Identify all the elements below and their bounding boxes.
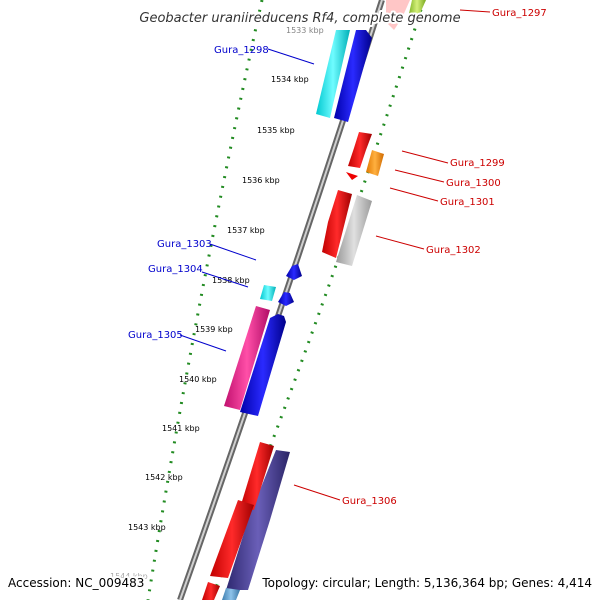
minus-strand-genes [202,0,426,600]
tick-label: 1540 kbp [179,375,217,384]
tick-label: 1534 kbp [271,75,309,84]
gene-gura-1298-blue[interactable] [334,30,372,122]
gene-gura-1304-blue[interactable] [278,292,294,306]
accession-text-halo: Accession: NC_009483 [8,576,144,590]
gene-label-gura-1306[interactable]: Gura_1306 [342,496,397,507]
leader-gura-1299 [401,150,449,164]
tick-label: 1542 kbp [145,473,183,482]
tick-label: 1539 kbp [195,325,233,334]
leader-gura-1298 [267,48,315,65]
gene-label-gura-1304[interactable]: Gura_1304 [148,264,203,275]
leader-gura-1301 [389,187,439,202]
tick-labels: 1533 kbp 1534 kbp 1535 kbp 1536 kbp 1537… [110,26,324,581]
tick-label: 1541 kbp [162,424,200,433]
map-title-halo: Geobacter uraniireducens Rf4, complete g… [139,11,460,26]
leader-gura-1300 [394,169,445,183]
gene-gura-1300[interactable] [366,150,384,176]
leader-gura-1304 [201,271,249,288]
leader-gura-1297 [459,9,491,13]
map-title: Geobacter uraniireducens Rf4, complete g… [139,11,460,26]
leader-gura-1303 [209,243,257,261]
gene-label-gura-1298[interactable]: Gura_1298 [214,45,269,56]
gene-gura-1306-purple[interactable] [226,450,290,590]
tick-label: 1538 kbp [212,276,250,285]
gene-label-gura-1297[interactable]: Gura_1297 [492,8,547,19]
gene-label-gura-1299[interactable]: Gura_1299 [450,158,505,169]
gene-labels: Gura_1297 Gura_1298 Gura_1299 Gura_1300 … [128,8,547,507]
gene-gura-1306[interactable] [240,442,274,510]
gene-label-gura-1305[interactable]: Gura_1305 [128,330,183,341]
gene-gura-1298-cyan[interactable] [316,30,350,118]
tick-label: 1544 kbp [110,572,148,581]
gene-label-gura-1300[interactable]: Gura_1300 [446,178,501,189]
gene-red-lower-2[interactable] [202,582,220,600]
genome-summary-text: Topology: circular; Length: 5,136,364 bp… [261,576,592,590]
gene-gura-1297[interactable] [386,0,410,30]
tick-label: 1537 kbp [227,226,265,235]
gene-label-gura-1302[interactable]: Gura_1302 [426,245,481,256]
tick-label: 1533 kbp [286,26,324,35]
genome-summary-text-halo: Topology: circular; Length: 5,136,364 bp… [261,576,592,590]
gene-gura-1301[interactable] [322,190,352,258]
gene-gura-1297b[interactable] [408,0,426,18]
leader-gura-1302 [375,235,425,250]
gene-gura-1305-blue[interactable] [240,314,286,416]
tick-label: 1536 kbp [242,176,280,185]
leader-gura-1305 [179,334,227,352]
gene-label-gura-1303[interactable]: Gura_1303 [157,239,212,250]
gene-label-gura-1301[interactable]: Gura_1301 [440,197,495,208]
gene-gura-1299[interactable] [348,132,372,168]
leader-gura-1306 [293,484,341,501]
gene-gura-1302[interactable] [336,195,372,266]
gene-red-lower-1[interactable] [210,500,254,578]
tick-label: 1535 kbp [257,126,295,135]
plus-strand-genes [224,30,372,416]
tick-label: 1543 kbp [128,523,166,532]
gene-gura-1303[interactable] [286,264,302,280]
accession-text: Accession: NC_009483 [8,576,144,590]
gene-gura-1304-cyan[interactable] [260,285,276,301]
gene-gura-1299b[interactable] [346,172,358,180]
label-leaders [179,9,491,501]
gene-gura-1305-magenta[interactable] [224,306,270,410]
gene-steel-lower[interactable] [222,588,240,600]
